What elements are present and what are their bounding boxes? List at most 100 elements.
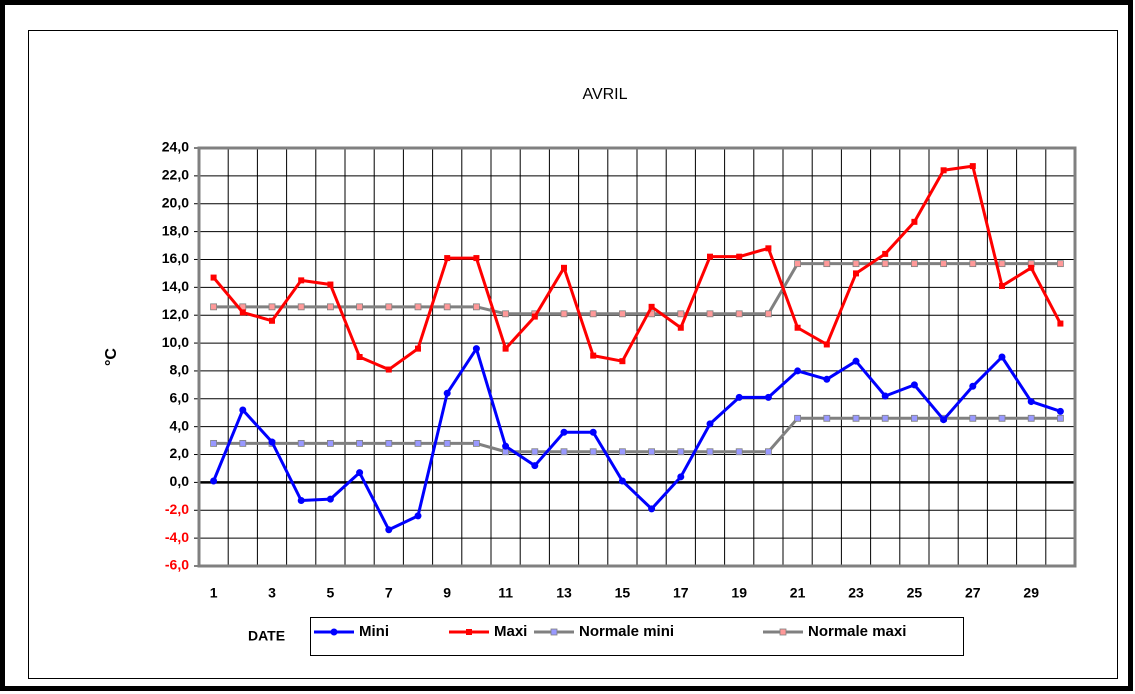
marker xyxy=(1027,414,1035,422)
marker xyxy=(794,324,801,331)
marker xyxy=(706,448,714,456)
marker xyxy=(502,442,510,450)
y-axis-label: °C xyxy=(103,348,120,366)
marker xyxy=(940,167,947,174)
x-tick-label: 21 xyxy=(790,585,806,601)
marker xyxy=(852,260,860,268)
x-tick-label: 1 xyxy=(210,585,218,601)
marker xyxy=(765,245,772,252)
marker xyxy=(911,260,918,268)
marker xyxy=(472,439,480,447)
y-tick-label: 2,0 xyxy=(170,445,190,461)
marker xyxy=(269,317,275,324)
marker xyxy=(706,420,714,428)
marker xyxy=(297,497,305,505)
marker xyxy=(823,414,831,422)
marker xyxy=(998,260,1006,268)
marker xyxy=(940,260,947,268)
marker xyxy=(707,253,713,260)
marker xyxy=(706,310,714,318)
x-tick-label: 5 xyxy=(327,585,335,601)
marker xyxy=(531,313,538,320)
marker xyxy=(590,352,597,359)
y-tick-label: 16,0 xyxy=(162,250,189,266)
marker xyxy=(415,345,421,352)
marker xyxy=(794,414,801,422)
marker xyxy=(648,303,655,310)
legend-label: Normale mini xyxy=(579,623,674,640)
x-axis-label: DATE xyxy=(248,628,285,644)
marker xyxy=(735,448,743,456)
marker xyxy=(210,303,218,311)
marker xyxy=(239,309,246,316)
series-line xyxy=(213,262,1061,316)
marker xyxy=(969,260,977,268)
x-tick-label: 11 xyxy=(498,585,513,601)
marker xyxy=(385,526,393,534)
legend: Mini Maxi Normale mini Normale maxi xyxy=(314,623,906,640)
marker xyxy=(765,310,772,318)
marker xyxy=(852,357,860,365)
marker xyxy=(356,469,364,477)
legend-label: Maxi xyxy=(494,623,527,640)
x-tick-label: 29 xyxy=(1023,585,1039,601)
marker xyxy=(881,414,889,422)
marker xyxy=(881,392,889,400)
marker xyxy=(356,354,363,360)
y-tick-label: 22,0 xyxy=(162,167,189,183)
marker xyxy=(385,439,393,447)
marker xyxy=(550,628,558,636)
x-tick-label: 23 xyxy=(848,585,864,601)
marker xyxy=(677,324,684,331)
marker xyxy=(882,250,889,257)
x-tick-label: 27 xyxy=(965,585,981,601)
plot xyxy=(210,163,1064,534)
marker xyxy=(999,282,1005,289)
marker xyxy=(385,303,393,311)
marker xyxy=(648,448,655,456)
y-tick-label: 24,0 xyxy=(162,139,189,155)
legend-box xyxy=(310,617,964,656)
y-tick-label: 8,0 xyxy=(170,362,190,378)
marker xyxy=(589,428,597,436)
marker xyxy=(210,274,217,281)
y-tick-label: -2,0 xyxy=(165,501,189,517)
marker xyxy=(414,303,422,311)
marker xyxy=(443,303,451,311)
marker xyxy=(648,505,656,513)
marker xyxy=(1057,320,1064,327)
y-tick-label: 10,0 xyxy=(162,334,189,350)
marker xyxy=(502,310,510,318)
marker xyxy=(969,414,977,422)
marker xyxy=(853,270,859,277)
marker xyxy=(735,393,743,401)
marker xyxy=(561,264,567,271)
marker xyxy=(969,163,976,170)
marker xyxy=(356,439,364,447)
x-tick-label: 7 xyxy=(385,585,393,601)
marker xyxy=(327,281,334,288)
marker xyxy=(443,439,451,447)
marker xyxy=(881,260,889,268)
marker xyxy=(466,629,472,635)
marker xyxy=(531,448,539,456)
y-tick-label: -4,0 xyxy=(165,529,189,545)
marker xyxy=(560,448,568,456)
y-tick-label: -6,0 xyxy=(165,557,189,573)
marker xyxy=(969,382,977,390)
y-tick-label: 18,0 xyxy=(162,222,189,238)
x-tick-label: 13 xyxy=(556,585,572,601)
marker xyxy=(823,375,831,383)
marker xyxy=(1056,407,1064,415)
marker xyxy=(998,353,1006,361)
y-tick-label: 6,0 xyxy=(170,390,190,406)
marker xyxy=(910,381,918,389)
marker xyxy=(677,310,685,318)
marker xyxy=(677,473,685,481)
marker xyxy=(268,303,276,311)
series-line xyxy=(212,347,1061,532)
marker xyxy=(239,439,247,447)
legend-label: Mini xyxy=(359,623,389,640)
x-tick-label: 9 xyxy=(443,585,451,601)
marker xyxy=(356,303,364,311)
